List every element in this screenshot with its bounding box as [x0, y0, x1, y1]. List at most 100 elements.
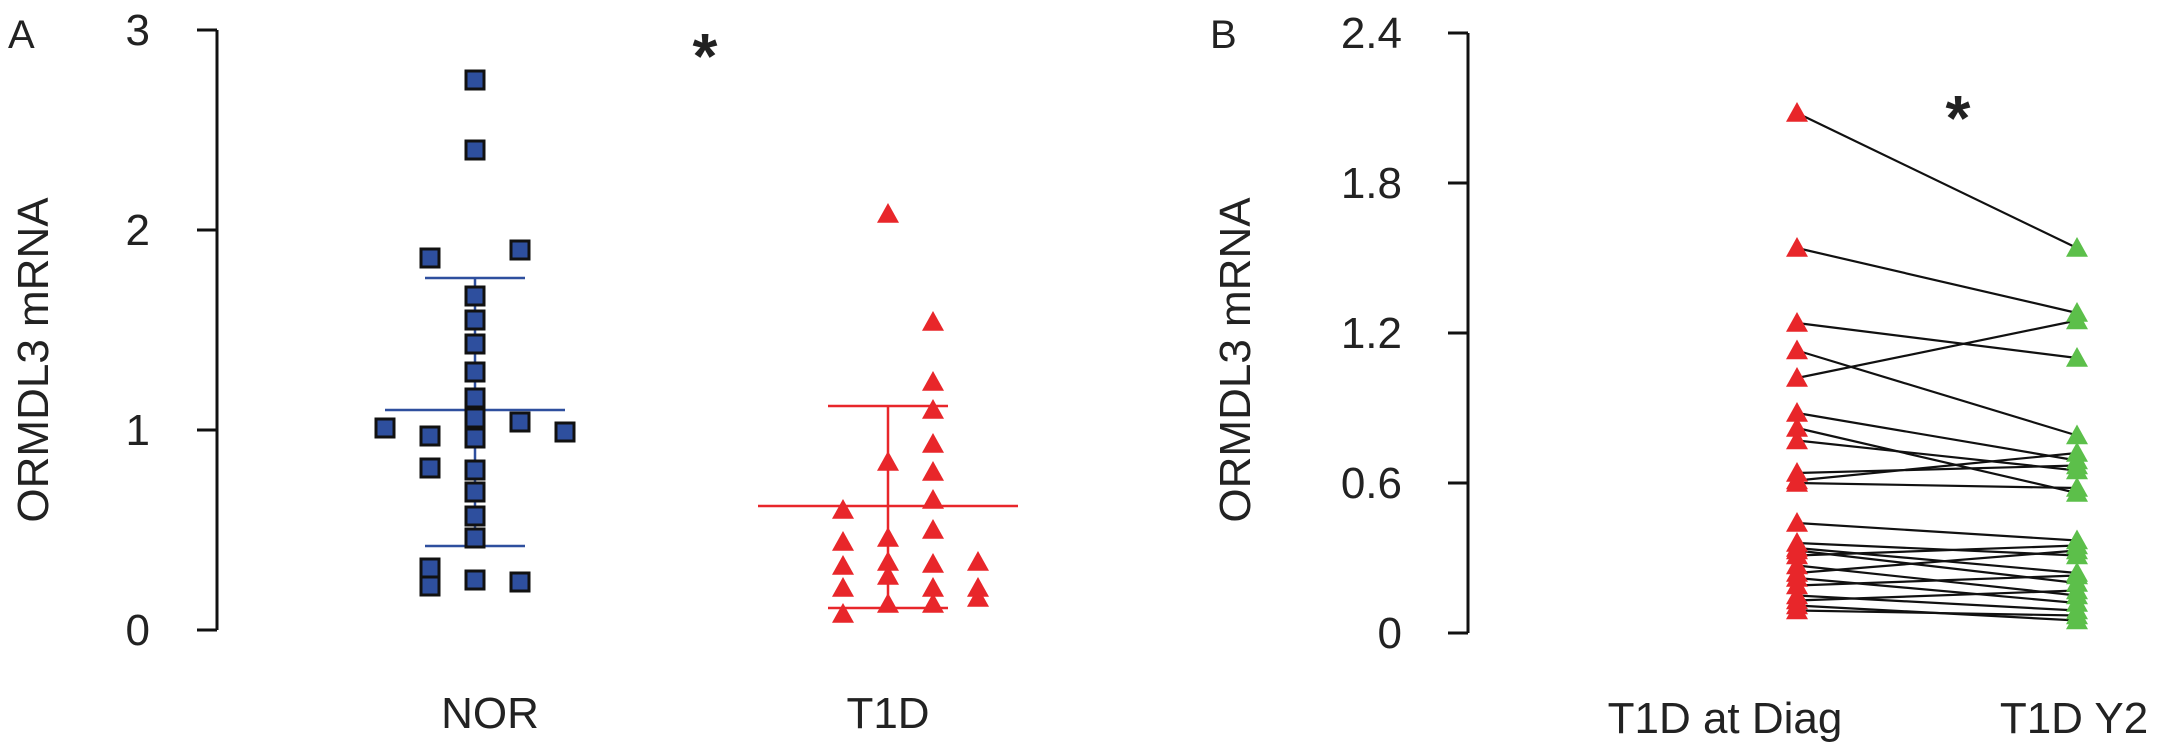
nor-data-point [464, 309, 486, 331]
t1d-data-point [832, 499, 854, 519]
nor-data-point [464, 527, 486, 549]
t1d-diag-point [1786, 512, 1808, 532]
nor-data-point [509, 411, 531, 433]
t1d-data-point [832, 603, 854, 623]
paired-line [1796, 574, 2078, 587]
paired-line [1796, 589, 2078, 602]
t1d-y2-point [2066, 564, 2088, 585]
t1d-data-point [922, 399, 944, 419]
panel-a-xcat-nor: NOR [441, 689, 539, 738]
paired-line [1796, 576, 2078, 605]
panel-a: A ORMDL3 mRNA 0 1 2 3 NOR T1D * [8, 6, 1018, 738]
nor-data-point [464, 505, 486, 527]
t1d-data-point [922, 489, 944, 509]
nor-data-point [464, 481, 486, 503]
t1d-data-point [877, 527, 899, 547]
nor-data-point [464, 333, 486, 355]
t1d-y2-point [2066, 424, 2088, 445]
t1d-diag-point [1786, 544, 1808, 565]
t1d-data-point [922, 461, 944, 481]
nor-data-point [419, 457, 441, 479]
panel-a-ytick-label: 3 [126, 6, 150, 55]
t1d-diag-point [1786, 339, 1808, 360]
paired-line [1796, 246, 2078, 315]
panel-b-xcat-y2: T1D Y2 [2000, 694, 2148, 743]
panel-b-label: B [1210, 13, 1237, 57]
paired-line [1796, 549, 2078, 585]
t1d-data-point [877, 565, 899, 585]
panel-b-ytick-label: 0.6 [1341, 459, 1402, 508]
t1d-diag-point [1786, 599, 1808, 620]
panel-b-ytick-label: 0 [1378, 609, 1402, 658]
nor-data-point [464, 407, 486, 429]
t1d-y2-point [2066, 454, 2088, 475]
t1d-diag-point [1786, 472, 1808, 492]
t1d-data-point [877, 203, 899, 223]
t1d-data-point [922, 311, 944, 331]
nor-data-point [374, 417, 396, 439]
nor-data-point [464, 361, 486, 383]
t1d-y2-point [2066, 442, 2088, 462]
nor-data-point [464, 139, 486, 161]
panel-a-ytick-label: 0 [126, 606, 150, 655]
nor-data-point [464, 387, 486, 409]
t1d-data-point [922, 371, 944, 391]
panel-b-ytick-label: 1.8 [1341, 159, 1402, 208]
t1d-diag-point [1786, 237, 1808, 257]
t1d-data-point [877, 551, 899, 571]
t1d-data-point [967, 577, 989, 597]
nor-data-point [419, 575, 441, 597]
panel-a-ylabel: ORMDL3 mRNA [9, 197, 58, 523]
paired-line [1796, 521, 2078, 542]
paired-line [1796, 546, 2078, 575]
nor-data-point [464, 569, 486, 591]
paired-line [1796, 549, 2078, 575]
t1d-data-point [922, 519, 944, 539]
t1d-data-point [967, 587, 989, 607]
panel-a-y-ticks: 0 1 2 3 [126, 6, 217, 655]
t1d-y2-point [2066, 579, 2088, 600]
paired-line [1796, 112, 2078, 249]
t1d-diag-point [1786, 417, 1808, 437]
paired-line [1796, 439, 2078, 472]
paired-line [1796, 319, 2078, 380]
panel-b-marks [1786, 102, 2088, 630]
panel-a-ytick-label: 1 [126, 406, 150, 455]
t1d-diag-point [1786, 312, 1808, 332]
t1d-diag-point [1786, 102, 1808, 122]
t1d-data-point [832, 555, 854, 575]
panel-b: B ORMDL3 mRNA 00.61.21.82.4 T1D at Diag … [1210, 9, 2148, 743]
panel-b-ytick-label: 1.2 [1341, 309, 1402, 358]
t1d-data-point [922, 553, 944, 573]
paired-line [1796, 544, 2078, 557]
nor-data-point [419, 557, 441, 579]
paired-line [1796, 481, 2078, 490]
nor-data-point [554, 421, 576, 443]
t1d-data-point [922, 577, 944, 597]
panel-a-label: A [8, 13, 35, 57]
t1d-data-point [967, 551, 989, 571]
t1d-data-point [922, 433, 944, 453]
panel-b-significance-star: * [1946, 82, 1971, 154]
paired-line [1796, 426, 2078, 495]
t1d-y2-point [2066, 347, 2088, 367]
panel-a-significance-star: * [693, 20, 718, 92]
panel-b-xcat-diag: T1D at Diag [1608, 694, 1843, 743]
nor-data-point [464, 459, 486, 481]
t1d-diag-point [1786, 402, 1808, 422]
t1d-data-point [832, 577, 854, 597]
t1d-diag-point [1786, 574, 1808, 595]
paired-line [1796, 451, 2078, 482]
t1d-diag-point [1786, 429, 1808, 450]
nor-data-point [419, 247, 441, 269]
paired-line [1796, 464, 2078, 475]
paired-line [1796, 609, 2078, 617]
nor-data-point [464, 285, 486, 307]
panel-b-ylabel: ORMDL3 mRNA [1211, 197, 1260, 523]
paired-line [1796, 349, 2078, 437]
nor-data-point [464, 69, 486, 91]
t1d-y2-point [2066, 539, 2088, 560]
panel-a-ytick-label: 2 [126, 206, 150, 255]
t1d-data-point [877, 451, 899, 471]
